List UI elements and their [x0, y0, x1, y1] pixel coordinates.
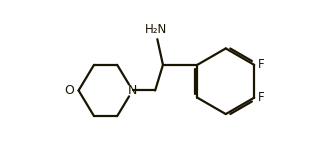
Text: F: F [258, 91, 265, 104]
Text: N: N [128, 84, 137, 97]
Text: H₂N: H₂N [145, 23, 167, 36]
Text: F: F [258, 58, 265, 71]
Text: O: O [64, 84, 74, 97]
